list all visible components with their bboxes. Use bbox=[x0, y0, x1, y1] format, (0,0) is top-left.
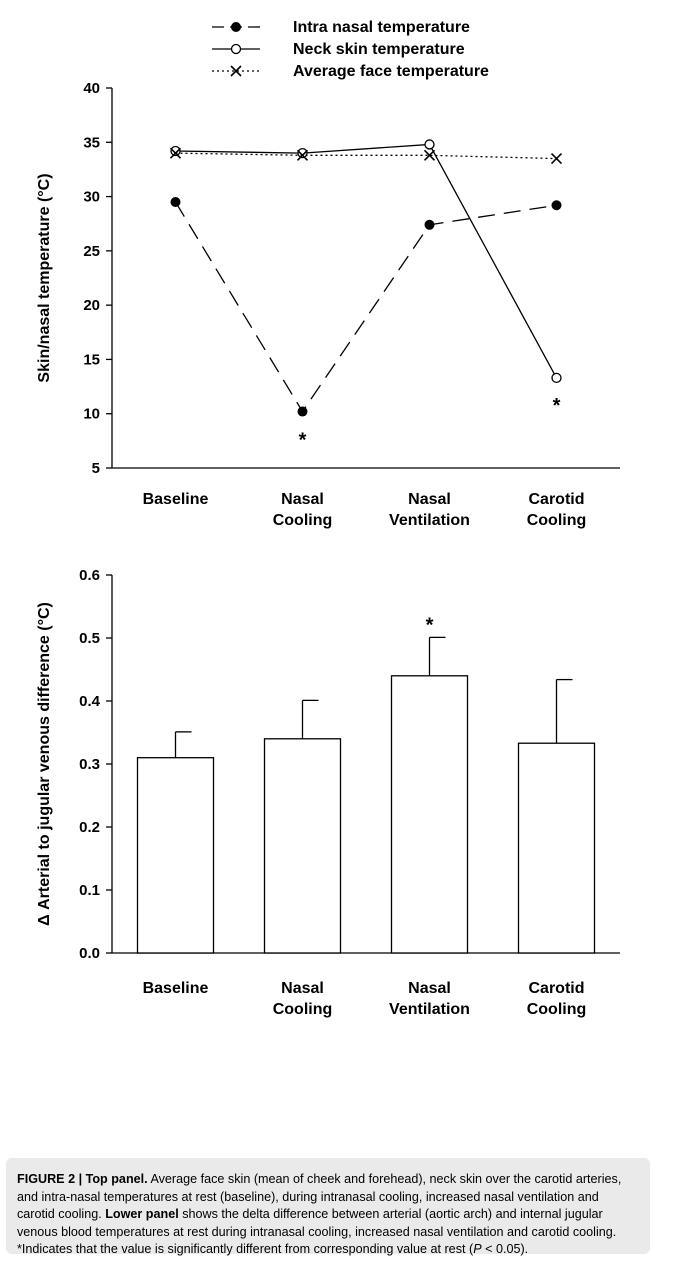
series-line-0 bbox=[174, 201, 557, 413]
y-tick-label-2: 0.2 bbox=[79, 819, 100, 836]
y-tick-label-4: 0.4 bbox=[79, 693, 101, 710]
x-tick-label-3: Carotid Cooling bbox=[527, 491, 587, 529]
point-0-1 bbox=[297, 406, 308, 417]
point-0-3 bbox=[551, 200, 562, 211]
legend-item-2: Average face temperature bbox=[212, 63, 489, 80]
x-tick-label-line: Ventilation bbox=[389, 512, 470, 529]
caption-label: FIGURE 2 | Top panel. bbox=[17, 1172, 148, 1186]
legend-item-1: Neck skin temperature bbox=[212, 41, 465, 58]
series-0 bbox=[170, 197, 562, 417]
legend-marker-0 bbox=[231, 22, 241, 32]
point-1-2 bbox=[424, 139, 435, 150]
x-tick-label-2: Nasal Ventilation bbox=[389, 980, 470, 1018]
caption-text-3: < 0.05). bbox=[481, 1242, 529, 1257]
series-2 bbox=[169, 147, 563, 165]
x-tick-label-line: Cooling bbox=[527, 1001, 587, 1018]
point-1-0 bbox=[170, 145, 181, 157]
series-line-1 bbox=[175, 143, 558, 379]
x-tick-label-line: Nasal bbox=[281, 980, 324, 997]
x-tick-label-1: Nasal Cooling bbox=[273, 491, 333, 529]
x-tick-label-0: Baseline bbox=[143, 491, 209, 508]
bottom-bar-chart: 0.0 0.1 0.2 0.3 0.4 0.5 0.6 Baseline Nasal Coolin… bbox=[36, 567, 620, 1018]
bar-2 bbox=[390, 675, 469, 954]
significance-marker-1: * bbox=[553, 395, 561, 417]
caption-text-1: Average face skin (mean of cheek and for… bbox=[17, 1172, 622, 1222]
x-tick-label-line: Carotid bbox=[529, 980, 585, 997]
figure-caption: FIGURE 2 | Top panel. Average face skin … bbox=[6, 1158, 650, 1256]
legend-marker-1 bbox=[230, 43, 242, 55]
caption-label-2: Lower panel bbox=[105, 1207, 179, 1222]
legend-label-1: Neck skin temperature bbox=[293, 41, 465, 58]
x-tick-label-line: Baseline bbox=[143, 491, 209, 508]
x-tick-label-line: Carotid bbox=[529, 491, 585, 508]
series-1 bbox=[170, 139, 562, 384]
x-tick-label-3: Carotid Cooling bbox=[527, 980, 587, 1018]
point-1-3 bbox=[551, 372, 562, 384]
x-tick-label-line: Ventilation bbox=[389, 1001, 470, 1018]
point-0-2 bbox=[424, 219, 435, 230]
point-2-2 bbox=[423, 149, 436, 161]
y-tick-label-1: 10 bbox=[83, 406, 100, 423]
marker-stroke bbox=[230, 65, 242, 77]
y-tick-label-5: 30 bbox=[83, 189, 100, 206]
y-tick-label-7: 40 bbox=[83, 80, 100, 97]
x-tick-label-line: Baseline bbox=[143, 980, 209, 997]
point-2-0 bbox=[169, 147, 182, 159]
marker-stroke bbox=[296, 149, 309, 161]
y-axis-label: Skin/nasal temperature (°C) bbox=[36, 173, 53, 382]
significance-marker-0: * bbox=[426, 614, 434, 636]
x-tick-label-line: Nasal bbox=[408, 980, 451, 997]
legend-marker-2 bbox=[230, 65, 242, 77]
point-1-1 bbox=[297, 147, 308, 159]
x-tick-label-0: Baseline bbox=[143, 980, 209, 997]
x-tick-label-line: Cooling bbox=[273, 512, 333, 529]
y-tick-label-6: 35 bbox=[83, 134, 100, 151]
marker-stroke bbox=[423, 149, 436, 161]
bar-0 bbox=[136, 757, 215, 954]
x-tick-label-line: Cooling bbox=[273, 1001, 333, 1018]
caption-p-symbol: P bbox=[473, 1242, 482, 1257]
x-tick-label-1: Nasal Cooling bbox=[273, 980, 333, 1018]
point-0-0 bbox=[170, 197, 181, 207]
y-tick-label-3: 0.3 bbox=[79, 756, 100, 773]
significance-marker-0: * bbox=[299, 430, 307, 452]
point-2-1 bbox=[296, 149, 309, 161]
x-tick-label-line: Nasal bbox=[408, 491, 451, 508]
y-tick-label-5: 0.5 bbox=[79, 630, 100, 647]
x-tick-label-line: Cooling bbox=[527, 512, 587, 529]
legend-label-0: Intra nasal temperature bbox=[293, 19, 470, 36]
legend-item-0: Intra nasal temperature bbox=[212, 19, 470, 36]
caption-text: FIGURE 2 | Top panel. Average face skin … bbox=[17, 1171, 638, 1259]
y-tick-label-0: 5 bbox=[92, 460, 100, 477]
marker-stroke bbox=[169, 147, 182, 159]
y-tick-label-6: 0.6 bbox=[79, 567, 100, 584]
y-tick-label-1: 0.1 bbox=[79, 882, 100, 899]
caption-text-2: shows the delta difference between arter… bbox=[17, 1207, 617, 1257]
y-axis-label: Δ Arterial to jugular venous difference … bbox=[36, 602, 53, 926]
y-tick-label-0: 0.0 bbox=[79, 945, 100, 962]
bar-1 bbox=[263, 738, 342, 954]
marker-stroke bbox=[550, 153, 563, 165]
y-tick-label-2: 15 bbox=[83, 351, 100, 368]
bar-3 bbox=[517, 742, 596, 954]
x-tick-label-line: Nasal bbox=[281, 491, 324, 508]
y-tick-label-4: 25 bbox=[83, 243, 100, 260]
x-tick-label-2: Nasal Ventilation bbox=[389, 491, 470, 529]
legend-label-2: Average face temperature bbox=[293, 63, 489, 80]
series-line-2 bbox=[175, 152, 557, 160]
point-2-3 bbox=[550, 153, 563, 165]
y-tick-label-3: 20 bbox=[83, 297, 100, 314]
